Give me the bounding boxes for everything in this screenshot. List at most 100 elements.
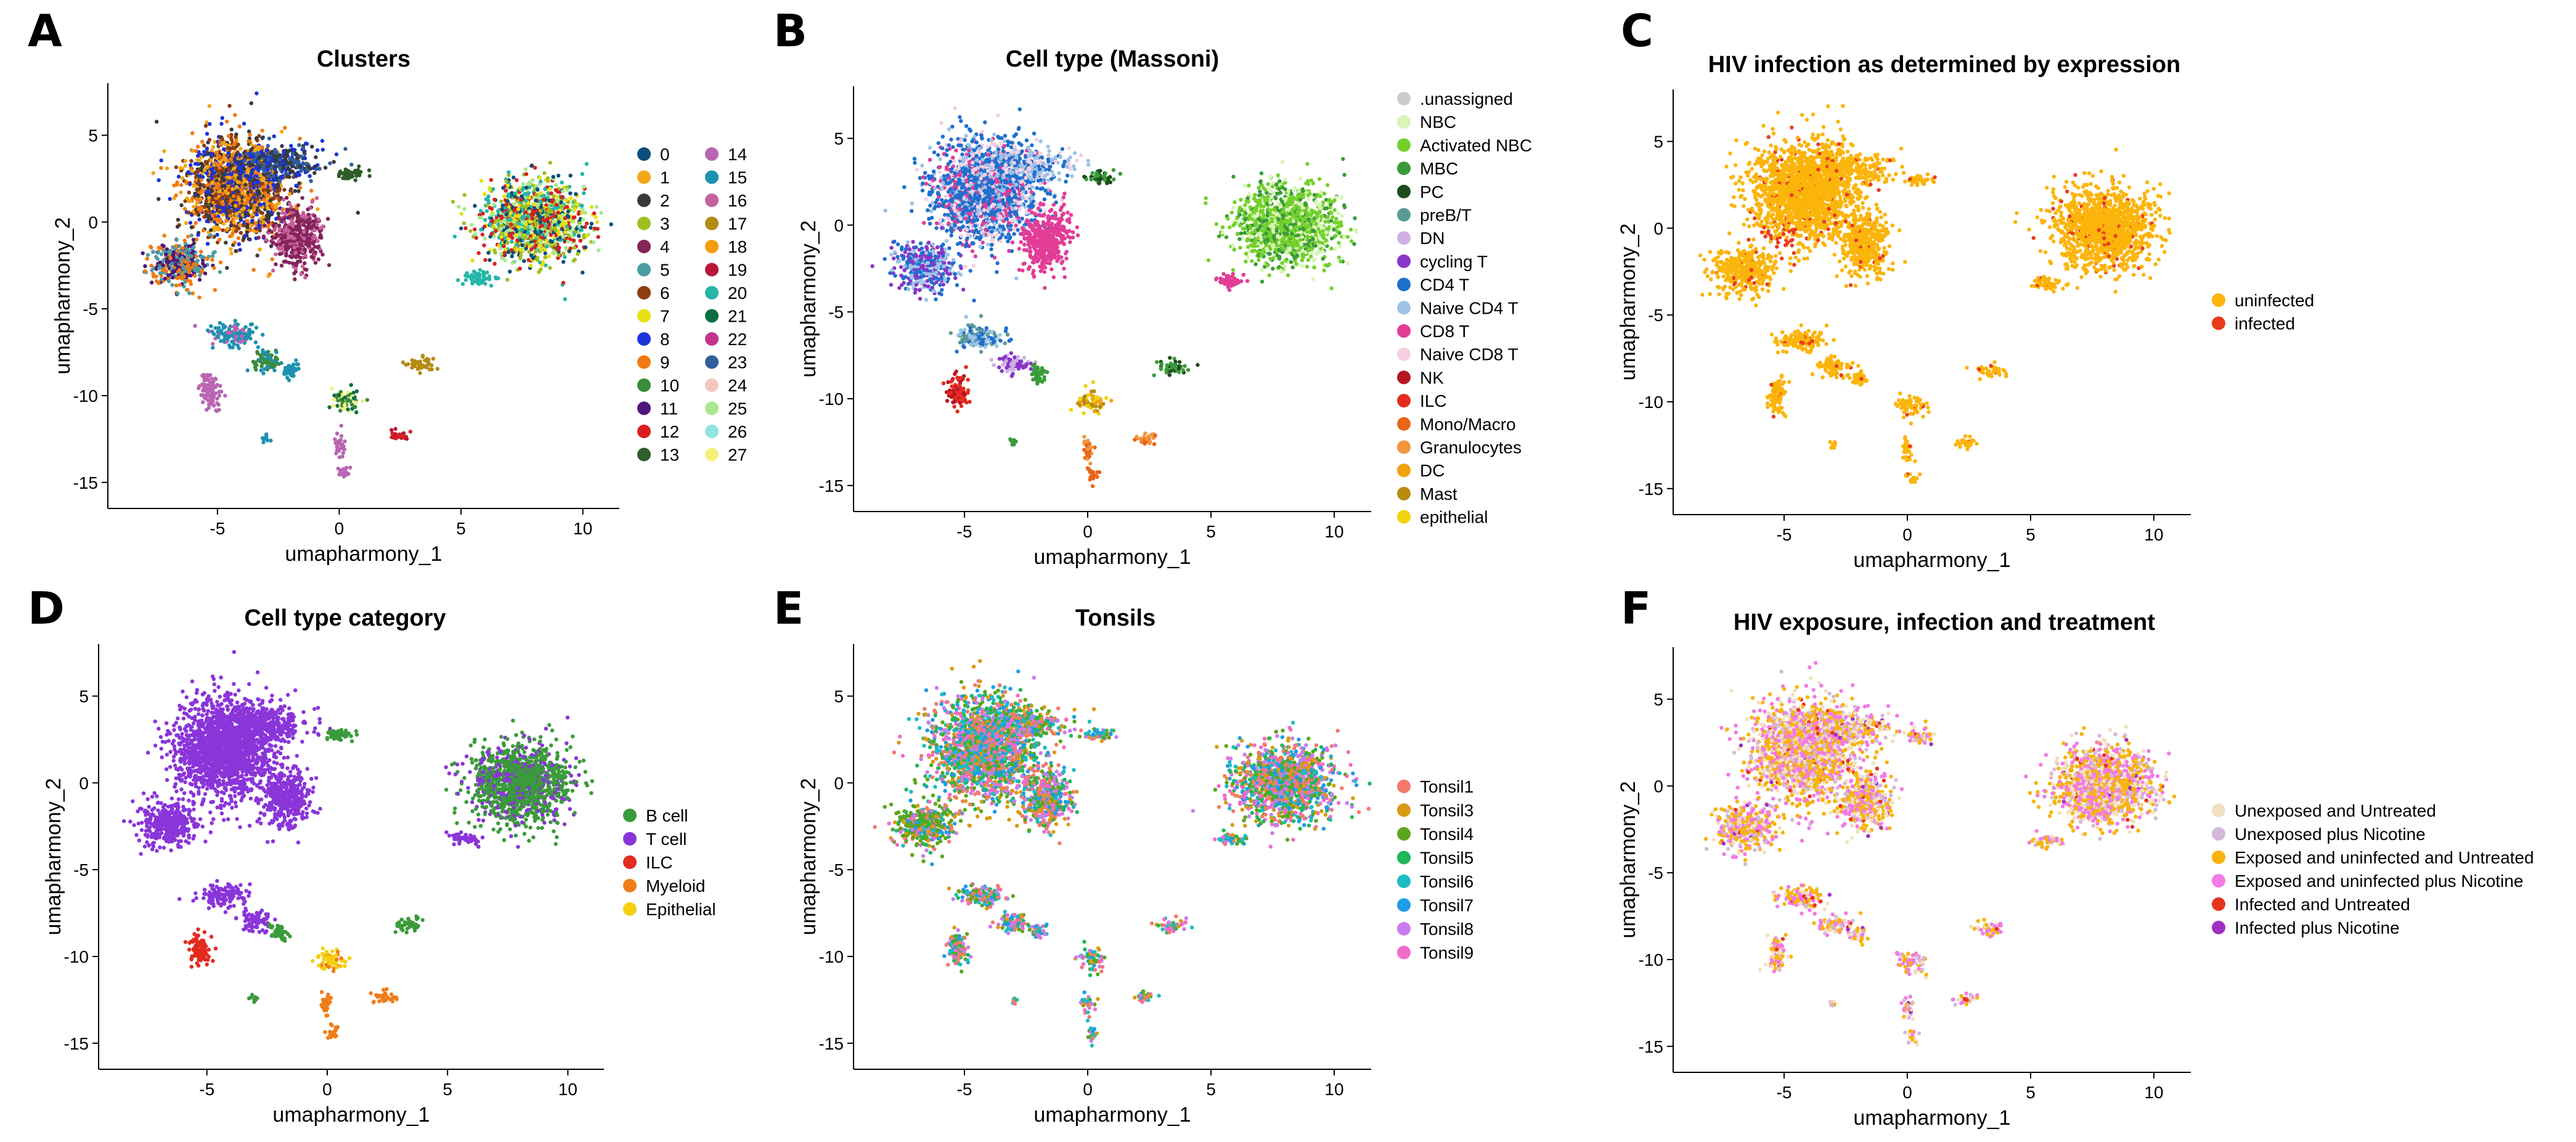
scatter-point <box>289 205 293 209</box>
scatter-point <box>397 433 402 437</box>
scatter-point <box>562 221 566 225</box>
legend-swatch <box>705 309 719 323</box>
scatter-point <box>174 238 179 242</box>
legend-label: 3 <box>660 214 670 234</box>
scatter-point <box>476 251 481 255</box>
scatter-point <box>459 211 463 216</box>
scatter-point <box>468 229 473 234</box>
legend-item: 7 <box>637 307 670 326</box>
scatter-point <box>203 264 207 268</box>
scatter-point <box>185 279 190 283</box>
scatter-point <box>295 213 299 217</box>
scatter-point <box>302 236 306 241</box>
scatter-point <box>211 346 215 350</box>
scatter-point <box>226 162 230 167</box>
scatter-point <box>499 227 503 231</box>
scatter-point <box>486 251 491 255</box>
scatter-point <box>332 393 336 398</box>
scatter-point <box>250 202 254 207</box>
scatter-point <box>292 232 297 237</box>
legend-item: 23 <box>705 353 747 372</box>
scatter-point <box>222 178 226 182</box>
scatter-point <box>266 144 270 148</box>
scatter-point <box>250 142 254 147</box>
scatter-point <box>470 258 475 263</box>
scatter-point <box>537 239 542 243</box>
scatter-point <box>155 256 160 261</box>
scatter-point <box>333 437 337 441</box>
scatter-point <box>203 124 208 128</box>
scatter-point <box>401 434 406 439</box>
scatter-point <box>264 435 269 440</box>
scatter-point <box>389 428 394 432</box>
scatter-point <box>553 228 558 233</box>
scatter-point <box>539 247 543 252</box>
scatter-point <box>183 163 187 168</box>
scatter-point <box>215 162 220 166</box>
scatter-point <box>334 451 338 455</box>
scatter-point <box>256 145 261 150</box>
scatter-point <box>143 269 147 274</box>
scatter-point <box>477 277 481 282</box>
scatter-point <box>301 218 305 222</box>
scatter-point <box>306 237 310 242</box>
scatter-point <box>544 263 548 267</box>
scatter-point <box>519 198 524 202</box>
scatter-point <box>319 226 323 230</box>
scatter-point <box>559 200 563 205</box>
scatter-point <box>221 213 226 217</box>
scatter-point <box>171 251 176 255</box>
scatter-point <box>565 198 569 202</box>
scatter-point <box>583 245 588 250</box>
scatter-point <box>283 126 287 130</box>
scatter-point <box>265 202 270 206</box>
scatter-point <box>255 212 259 217</box>
scatter-point <box>320 139 325 143</box>
scatter-point <box>526 201 531 206</box>
scatter-point <box>176 292 180 296</box>
scatter-point <box>328 161 332 166</box>
scatter-point <box>255 349 259 354</box>
scatter-point <box>293 251 298 255</box>
scatter-point <box>275 155 279 159</box>
scatter-point <box>205 328 210 333</box>
scatter-point <box>589 205 594 209</box>
scatter-point <box>281 164 285 168</box>
scatter-point <box>320 252 325 257</box>
scatter-point <box>408 430 413 434</box>
legend-item: 16 <box>705 191 747 210</box>
scatter-point <box>266 162 271 166</box>
scatter-point <box>192 268 197 272</box>
chart-title: Cell type (Massoni) <box>1006 46 1219 72</box>
scatter-point <box>232 328 237 333</box>
scatter-point <box>582 185 586 189</box>
scatter-point <box>176 174 181 179</box>
scatter-point <box>221 221 226 226</box>
scatter-point <box>157 281 161 285</box>
scatter-point <box>530 216 535 221</box>
scatter-point <box>542 171 547 176</box>
scatter-point <box>473 271 478 275</box>
scatter-point <box>285 150 290 155</box>
panel-letter: A <box>28 5 62 57</box>
scatter-point <box>510 254 514 259</box>
scatter-point <box>462 221 467 226</box>
scatter-point <box>162 234 166 238</box>
scatter-point <box>168 256 173 260</box>
scatter-point <box>332 398 336 402</box>
scatter-point <box>544 238 549 243</box>
scatter-point <box>573 258 577 262</box>
scatter-point <box>595 220 600 224</box>
scatter-point <box>510 240 514 244</box>
scatter-point <box>249 172 253 176</box>
x-tick-label: 5 <box>456 519 466 538</box>
legend-item: 25 <box>705 399 747 418</box>
legend-item: 24 <box>705 376 747 395</box>
scatter-point <box>159 277 164 282</box>
scatter-point <box>462 193 467 197</box>
scatter-point <box>312 171 317 175</box>
scatter-point <box>524 186 529 190</box>
scatter-point <box>309 189 314 193</box>
scatter-point <box>161 263 165 267</box>
